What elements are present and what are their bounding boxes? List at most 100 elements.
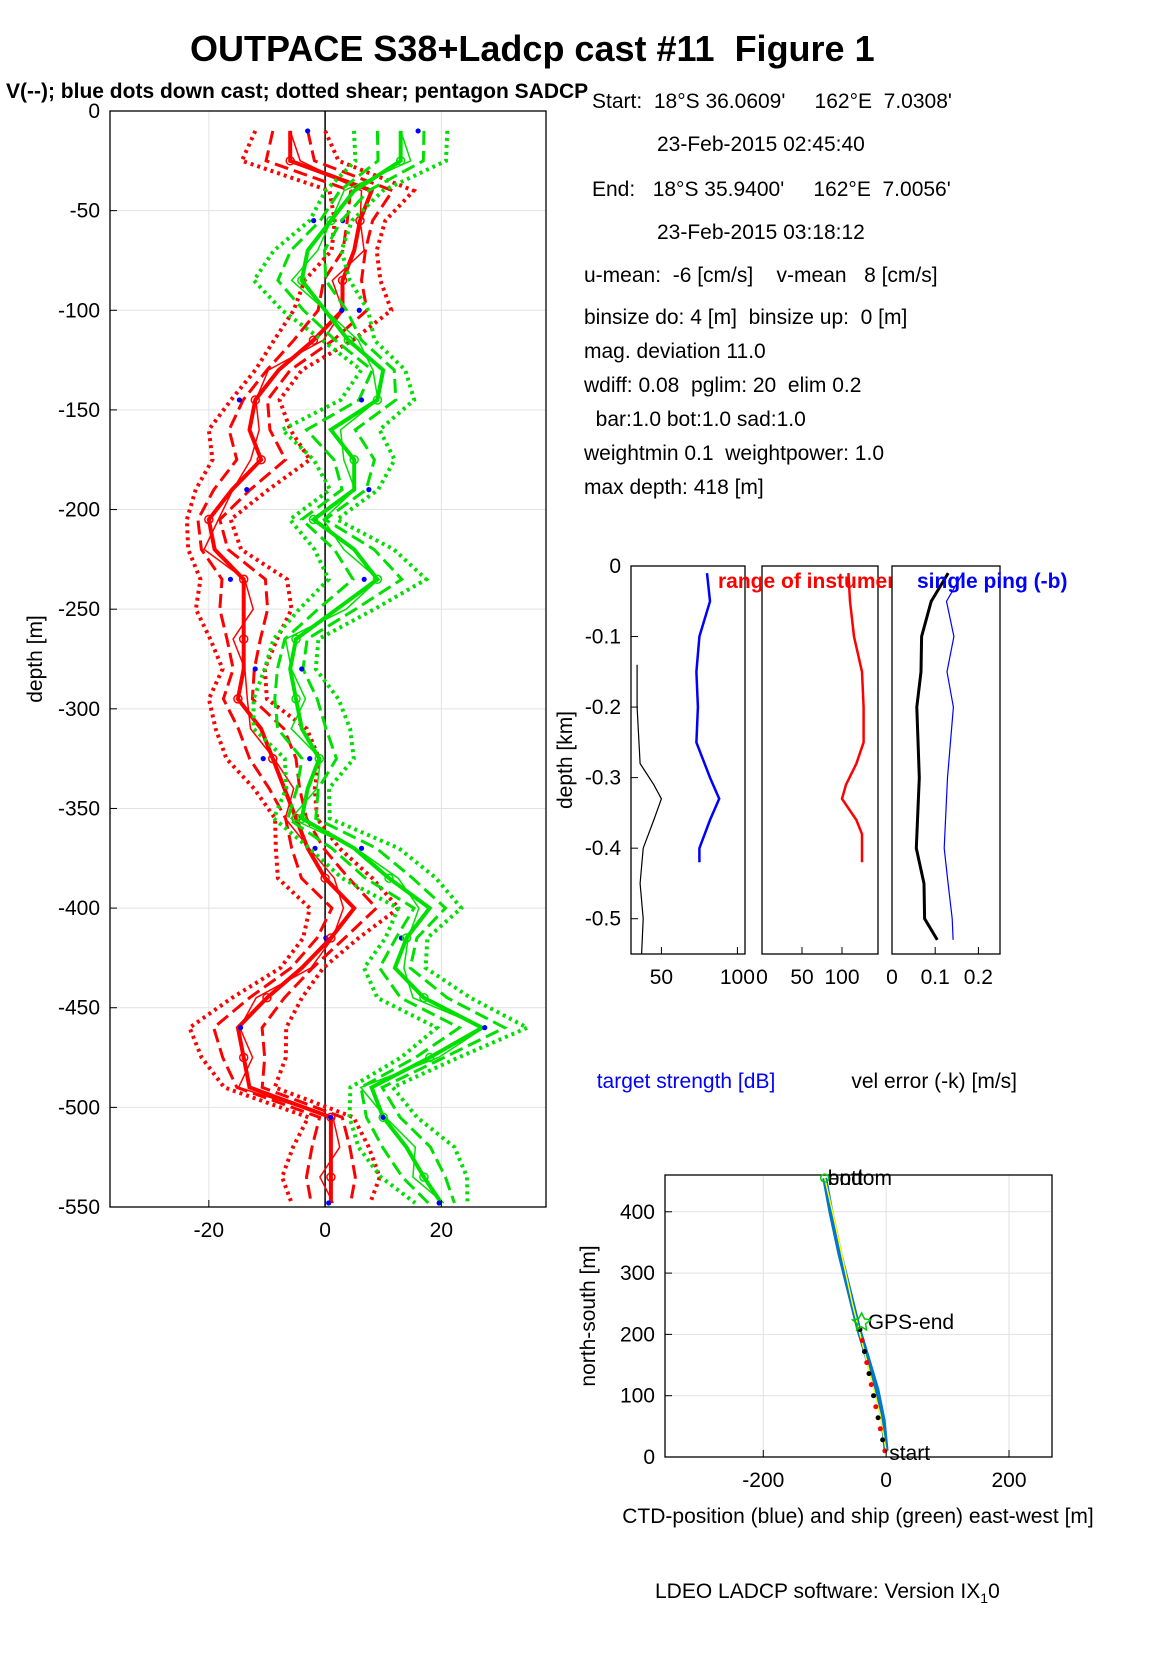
ts-ytick-label-5: -0.5: [585, 908, 621, 931]
info-bar: bar:1.0 bot:1.0 sad:1.0: [584, 408, 806, 431]
info-binsize: binsize do: 4 [m] binsize up: 0 [m]: [584, 306, 908, 329]
series-u-star-31: [238, 1052, 249, 1063]
main-ytick-label-5: -250: [58, 598, 100, 621]
series-u-dot-36: [326, 1200, 332, 1206]
pos-marker-1: [880, 1437, 886, 1443]
ts-frame: [630, 565, 746, 955]
info-means: u-mean: -6 [cm/s] v-mean 8 [cm/s]: [584, 264, 938, 287]
ts-series-single-ping: [695, 572, 721, 863]
pos-marker-8: [864, 1360, 870, 1366]
info-end-pos: End: 18°S 35.9400' 162°E 7.0056': [592, 178, 951, 201]
series-v-dot-33: [380, 1114, 386, 1120]
series-u-dot-6: [356, 307, 362, 313]
pos-label-bottom: bottom: [828, 1167, 892, 1190]
main-ytick-label-9: -450: [58, 997, 100, 1020]
series-v-star-25: [384, 873, 394, 883]
series-v-star-35: [419, 1172, 429, 1182]
pos-frame: [664, 1174, 1053, 1458]
series-u-star-29: [262, 993, 272, 1003]
pos-label-end: end: [828, 1167, 863, 1190]
series-v-star-21: [314, 753, 325, 764]
main-ytick-label-10: -500: [58, 1096, 100, 1119]
figure-subtitle: V(--); blue dots down cast; dotted shear…: [6, 80, 589, 103]
main-ytick-label-8: -400: [58, 897, 100, 920]
series-u-star-35: [326, 1172, 336, 1182]
info-weight: weightmin 0.1 weightpower: 1.0: [584, 442, 884, 465]
series-u-dot-21: [260, 756, 266, 762]
series-u-dot-18: [252, 666, 258, 672]
range-frame: [761, 565, 879, 955]
pos-marker-6: [868, 1382, 874, 1388]
series-u-dot-15: [227, 576, 234, 582]
series-v-star-3: [326, 215, 336, 226]
series-v-star-1: [395, 156, 406, 166]
pos-marker-10: [859, 1338, 865, 1344]
series-v-star-5: [297, 275, 307, 286]
velerr-bg: [892, 566, 1000, 954]
series-v-dot-21: [307, 756, 313, 762]
velerr-xlabel: vel error (-k) [m/s]: [851, 1070, 1017, 1093]
pos-marker-2: [877, 1426, 883, 1432]
velerr-xtick-label-1: 0.1: [921, 966, 950, 989]
pos-label-start: start: [889, 1442, 930, 1465]
main-ytick-label-7: -350: [58, 797, 100, 820]
series-v-dot-18: [299, 666, 305, 672]
pos-xtick-label-2: 200: [991, 1469, 1026, 1492]
pos-label-gps-end: GPS-end: [868, 1311, 954, 1334]
series-u-star-25: [320, 873, 330, 883]
series-v-star-11: [349, 454, 359, 465]
info-start-time: 23-Feb-2015 02:45:40: [657, 133, 865, 156]
main-ytick-label-2: -100: [58, 299, 100, 322]
series-v-dot-24: [358, 845, 365, 851]
velerr-title: single ping (-b): [917, 570, 1067, 593]
series-v-dot-36: [436, 1200, 442, 1206]
ts-xtick-label-1: 100: [720, 966, 755, 989]
velerr-series-0: [914, 572, 950, 941]
series-u-dotted-right: [228, 130, 418, 1204]
info-start-pos: Start: 18°S 36.0609' 162°E 7.0308': [592, 90, 952, 113]
velerr-frame: [891, 565, 1001, 955]
pos-marker-0: [882, 1448, 888, 1454]
series-v-dot-9: [358, 397, 365, 403]
series-u-star-11: [256, 454, 266, 465]
series-v-dot-30: [482, 1025, 488, 1031]
pos-xlabel: CTD-position (blue) and ship (green) eas…: [622, 1505, 1094, 1528]
main-xtick-label-2: 20: [430, 1219, 453, 1242]
series-u-star-5: [337, 275, 348, 286]
ts-ylabel: depth [km]: [554, 711, 577, 809]
series-u-dot-30: [237, 1025, 244, 1031]
velerr-xtick-label-0: 0: [886, 966, 898, 989]
series-u-star-7: [308, 335, 319, 345]
series-v-dotted-right: [313, 130, 532, 1204]
pos-ytick-label-2: 200: [620, 1323, 655, 1346]
ts-series-range: [636, 664, 663, 955]
series-u-star-21: [268, 753, 278, 764]
series-v-star-15: [372, 574, 383, 585]
pos-ytick-label-1: 100: [620, 1385, 655, 1408]
series-v-dot-15: [361, 576, 367, 582]
series-v-star-33: [378, 1112, 388, 1123]
ts-xtick-label-0: 50: [650, 966, 673, 989]
pos-ytick-label-0: 0: [643, 1446, 655, 1469]
pos-xtick-label-0: -200: [742, 1469, 784, 1492]
pos-series-ship: [823, 1177, 887, 1452]
series-u-star-15: [238, 574, 249, 585]
series-u-star-27: [326, 933, 336, 943]
ts-ytick-label-1: -0.1: [585, 626, 621, 649]
series-u-dotted-left: [184, 130, 337, 1204]
series-v-dot-0: [415, 128, 421, 134]
series-u-dot-33: [328, 1114, 334, 1120]
series-u-star-19: [233, 694, 243, 704]
series-u-star-17: [238, 634, 249, 644]
velerr-xtick-label-2: 0.2: [964, 966, 993, 989]
main-ytick-label-6: -300: [58, 698, 100, 721]
ts-bg: [631, 566, 745, 954]
velerr-series-1: [943, 572, 964, 940]
main-xtick-label-0: -20: [194, 1219, 224, 1242]
main-ytick-label-1: -50: [70, 200, 100, 223]
series-v-dot-6: [339, 307, 345, 313]
series-u-dashed-left: [196, 130, 353, 1204]
main-ytick-label-3: -150: [58, 399, 100, 422]
main-xtick-label-1: 0: [319, 1219, 331, 1242]
series-v-star-17: [291, 634, 301, 644]
